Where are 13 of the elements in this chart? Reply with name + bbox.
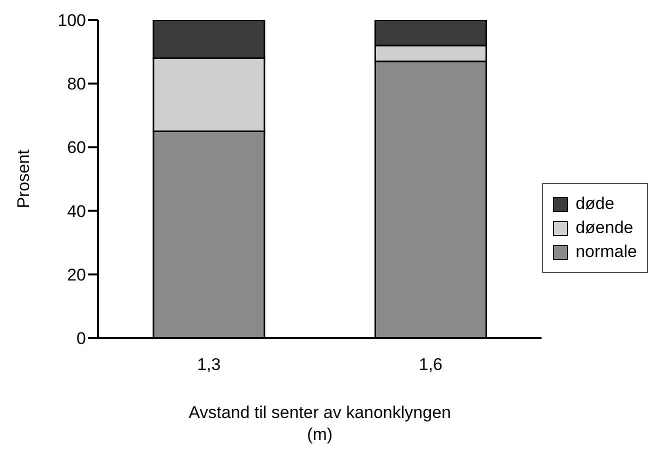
x-tick-label: 1,3 xyxy=(197,355,221,374)
y-tick-label: 100 xyxy=(58,11,86,30)
legend-label: døde xyxy=(576,194,614,214)
y-tick-label: 60 xyxy=(67,138,86,158)
y-tick-label: 0 xyxy=(76,329,86,348)
legend-label: normale xyxy=(576,242,637,262)
y-tick-label: 20 xyxy=(67,265,86,284)
y-tick-label: 40 xyxy=(67,202,86,221)
y-axis-title: Prosent xyxy=(14,149,34,208)
x-axis-title: Avstand til senter av kanonklyngen (m) xyxy=(188,403,451,444)
x-tick-label: 1,6 xyxy=(418,355,443,374)
legend-label: døende xyxy=(576,218,634,238)
y-tick-label: 80 xyxy=(67,74,86,94)
